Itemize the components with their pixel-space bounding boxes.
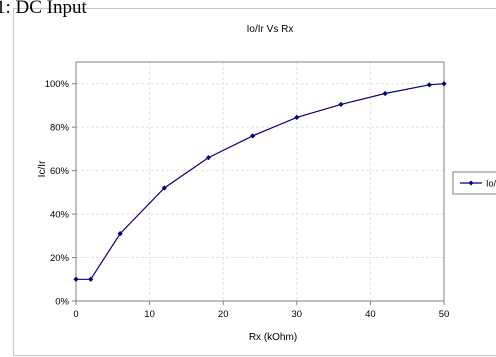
x-tick-label: 30 bbox=[292, 309, 303, 320]
y-tick-label: 0% bbox=[55, 297, 69, 308]
x-axis-label: Rx (kOhm) bbox=[249, 332, 297, 343]
data-point bbox=[382, 90, 388, 97]
legend-swatch-marker bbox=[468, 180, 474, 186]
data-point bbox=[73, 276, 79, 282]
x-tick-label: 20 bbox=[218, 309, 229, 320]
data-point bbox=[294, 114, 300, 121]
data-point bbox=[161, 185, 167, 191]
legend-entry-label: Io/ bbox=[486, 179, 496, 189]
data-point bbox=[338, 101, 344, 107]
axes: 0% 20% 40% 60% 80% 100% 0 10 20 30 40 50 bbox=[45, 79, 450, 320]
data-point bbox=[441, 81, 447, 87]
y-tick-label: 100% bbox=[45, 79, 70, 90]
plot-area bbox=[75, 61, 445, 302]
line-chart: 0% 20% 40% 60% 80% 100% 0 10 20 30 40 50 Io/Ir Vs R… bbox=[37, 24, 496, 343]
y-tick-label: 20% bbox=[50, 253, 70, 264]
series-line bbox=[76, 83, 445, 280]
section-heading: 1: DC Input bbox=[0, 0, 87, 18]
data-point bbox=[250, 133, 256, 139]
x-tick-label: 0 bbox=[73, 309, 78, 320]
y-axis-label: Ic/Ir bbox=[37, 160, 48, 177]
x-tick-label: 10 bbox=[144, 309, 155, 320]
y-tick-label: 60% bbox=[50, 166, 70, 177]
chart-title: Io/Ir Vs Rx bbox=[247, 24, 294, 35]
y-tick-label: 80% bbox=[50, 123, 70, 134]
data-point bbox=[205, 155, 212, 161]
data-point bbox=[426, 82, 432, 88]
data-point bbox=[88, 276, 94, 282]
series-layer bbox=[73, 81, 447, 282]
chart-area: 0% 20% 40% 60% 80% 100% 0 10 20 30 40 50 Io/Ir Vs R… bbox=[13, 8, 496, 356]
x-tick-label: 50 bbox=[439, 309, 450, 320]
gridlines bbox=[75, 62, 445, 302]
legend: Io/ bbox=[452, 171, 496, 195]
y-tick-label: 40% bbox=[50, 210, 70, 221]
x-tick-label: 40 bbox=[365, 309, 376, 320]
data-point bbox=[117, 231, 123, 237]
